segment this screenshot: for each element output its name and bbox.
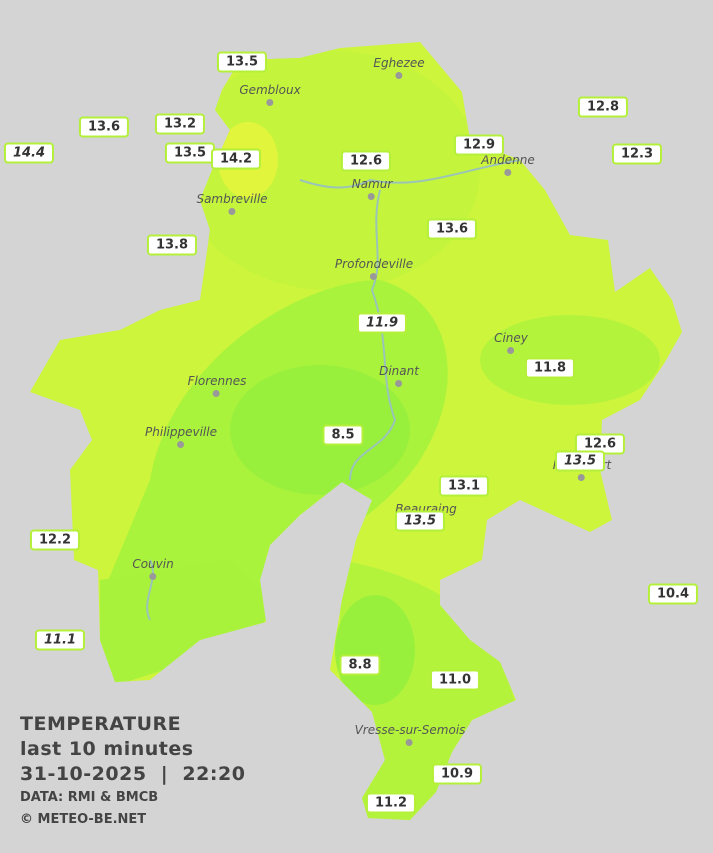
city: Florennes — [188, 374, 246, 397]
legend-subtitle: last 10 minutes — [20, 738, 194, 760]
zone — [230, 365, 410, 495]
station-label: 8.8 — [339, 654, 381, 676]
station-label: 13.2 — [154, 113, 206, 135]
station-label: 13.6 — [426, 218, 478, 240]
city: Couvin — [132, 557, 174, 580]
city: Eghezee — [373, 56, 425, 79]
station-label: 13.1 — [438, 475, 490, 497]
legend: TEMPERATURE last 10 minutes 31-10-2025 |… — [20, 712, 245, 831]
station-label: 11.0 — [429, 669, 481, 691]
station-label: 11.2 — [365, 792, 417, 814]
city: Andenne — [481, 153, 535, 176]
city: Vresse-sur-Semois — [355, 723, 465, 746]
station-label: 11.8 — [524, 357, 576, 379]
station-label: 13.5 — [394, 510, 446, 532]
station-label: 11.1 — [34, 629, 86, 651]
station-label: 13.5 — [554, 450, 606, 472]
city: Profondeville — [335, 257, 413, 280]
zone — [180, 50, 480, 290]
zone — [335, 595, 415, 705]
station-label: 14.4 — [3, 142, 55, 164]
city: Philippeville — [145, 425, 217, 448]
river — [146, 159, 521, 621]
station-label: 13.8 — [146, 234, 198, 256]
station-label: 11.9 — [356, 312, 408, 334]
legend-datetime: 31-10-2025 | 22:20 — [20, 763, 246, 785]
station-label: 8.5 — [322, 424, 364, 446]
city: Ciney — [494, 331, 528, 354]
city: Namur — [352, 177, 392, 200]
station-label: 12.3 — [611, 143, 663, 165]
station-label: 12.2 — [29, 529, 81, 551]
station-label: 14.2 — [210, 148, 262, 170]
station-label: 13.5 — [216, 51, 268, 73]
legend-title: TEMPERATURE — [20, 713, 182, 735]
legend-source: DATA: RMI & BMCB — [20, 790, 159, 805]
station-label: 13.5 — [164, 142, 216, 164]
station-label: 13.6 — [78, 116, 130, 138]
city: Dinant — [379, 364, 419, 387]
station-label: 10.9 — [431, 763, 483, 785]
city: Gembloux — [239, 83, 301, 106]
station-label: 10.4 — [647, 583, 699, 605]
station-label: 12.6 — [340, 150, 392, 172]
city: Sambreville — [196, 192, 268, 215]
station-label: 12.8 — [577, 96, 629, 118]
zone — [100, 560, 270, 690]
legend-credit: © METEO-BE.NET — [20, 812, 147, 827]
station-label: 12.9 — [453, 134, 505, 156]
